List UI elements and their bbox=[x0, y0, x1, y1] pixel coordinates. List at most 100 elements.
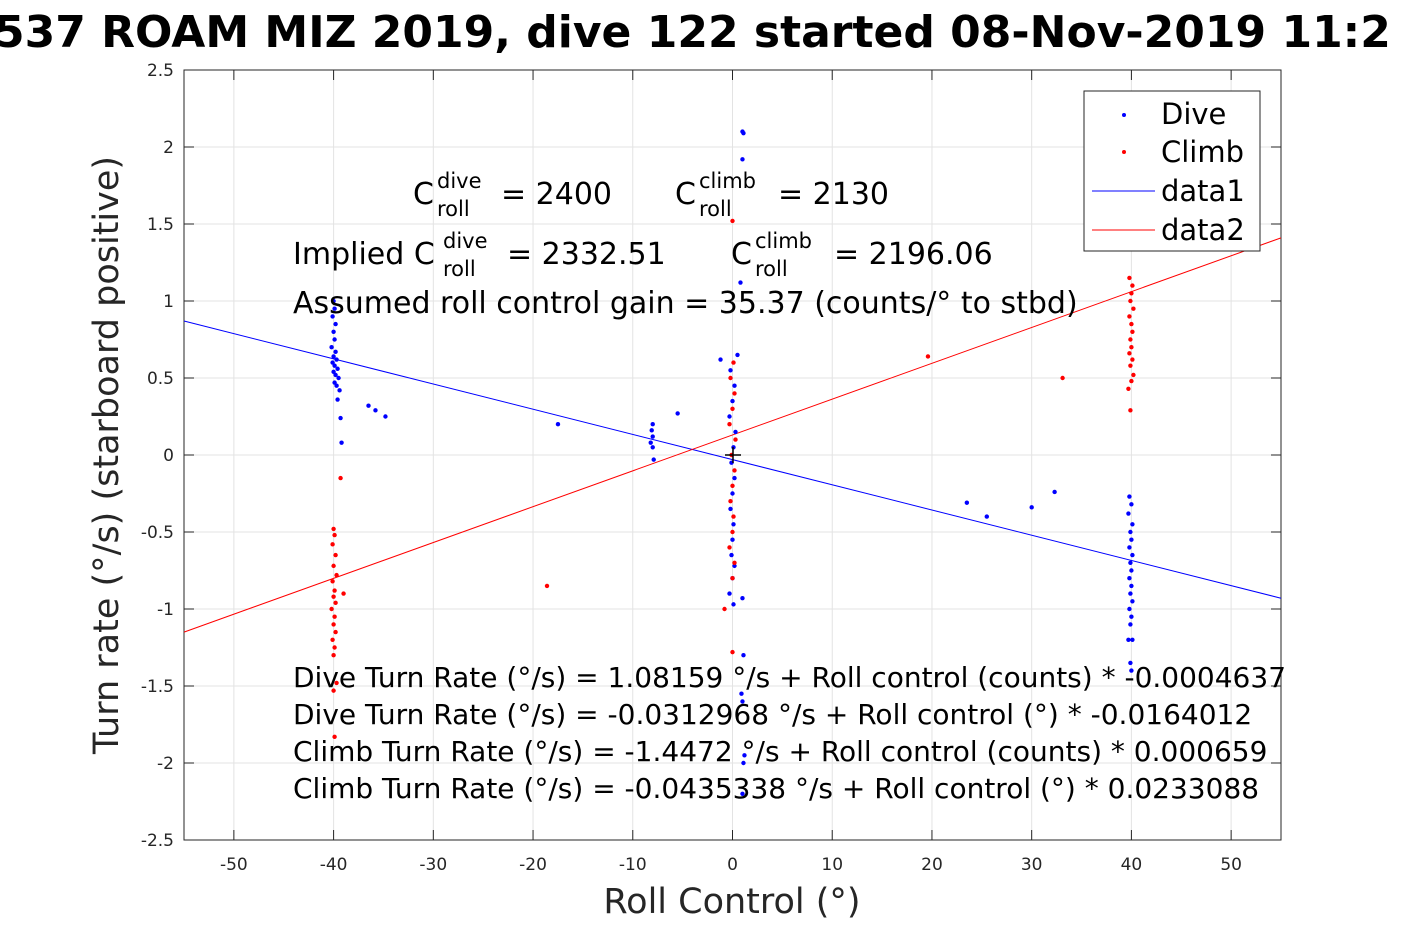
climb-point bbox=[1131, 306, 1136, 311]
climb-point bbox=[1128, 408, 1133, 413]
dive-point bbox=[650, 434, 655, 439]
dive-point bbox=[331, 354, 336, 359]
dive-point bbox=[964, 500, 970, 505]
dive-point bbox=[675, 411, 680, 416]
x-tick-label: -10 bbox=[619, 855, 647, 875]
climb-point bbox=[1128, 363, 1133, 368]
dive-point bbox=[740, 596, 745, 601]
dive-point bbox=[332, 337, 337, 342]
climb-point bbox=[1130, 357, 1135, 362]
climb-point bbox=[330, 637, 335, 642]
climb-point bbox=[727, 545, 732, 550]
climb-point bbox=[728, 499, 733, 504]
dive-point bbox=[729, 552, 734, 558]
climb-point bbox=[728, 375, 733, 381]
x-tick-label: -50 bbox=[220, 855, 248, 875]
dive-point bbox=[718, 357, 723, 362]
dive-point bbox=[1130, 599, 1135, 604]
x-tick-label: 40 bbox=[1121, 855, 1143, 875]
dive-point bbox=[1130, 522, 1135, 527]
dive-point bbox=[740, 157, 745, 162]
dive-point bbox=[332, 306, 337, 311]
dive-point bbox=[732, 475, 737, 481]
chart-title: 537 ROAM MIZ 2019, dive 122 started 08-N… bbox=[0, 7, 1391, 58]
c-roll-dive-annotation: C dive roll = 2400 bbox=[413, 169, 612, 221]
climb-point bbox=[925, 354, 931, 359]
climb-point bbox=[1131, 372, 1136, 378]
x-tick-label: 0 bbox=[727, 855, 738, 875]
x-tick-label: 50 bbox=[1220, 855, 1242, 875]
x-axis-label: Roll Control (°) bbox=[603, 882, 860, 922]
y-tick-label: -1.5 bbox=[141, 677, 174, 697]
dive-value: = 2400 bbox=[501, 177, 612, 212]
climb-value: = 2130 bbox=[778, 177, 889, 212]
climb-point bbox=[1127, 275, 1132, 281]
dive-point bbox=[337, 388, 342, 393]
x-tick-label: -40 bbox=[320, 855, 348, 875]
dive-superscript: dive bbox=[437, 169, 482, 193]
y-tick-label: -0.5 bbox=[141, 523, 174, 543]
climb-point bbox=[332, 588, 337, 593]
climb-point bbox=[731, 360, 736, 365]
climb-point bbox=[731, 514, 736, 519]
climb-equation-degrees: Climb Turn Rate (°/s) = -0.0435338 °/s +… bbox=[293, 772, 1259, 805]
dive-point bbox=[1128, 529, 1133, 535]
legend-label-climb: Climb bbox=[1161, 135, 1244, 169]
climb-point bbox=[1130, 283, 1135, 288]
climb-point bbox=[1127, 351, 1132, 356]
climb-point bbox=[732, 468, 737, 473]
dive-point bbox=[332, 363, 337, 368]
y-tick-label: -2 bbox=[157, 754, 174, 774]
dive-point bbox=[1127, 545, 1132, 550]
gain-annotation: Assumed roll control gain = 35.37 (count… bbox=[293, 286, 1078, 321]
climb-superscript: climb bbox=[755, 229, 812, 253]
climb-point bbox=[1129, 291, 1134, 296]
c-symbol: C bbox=[413, 177, 434, 212]
climb-point bbox=[730, 483, 735, 488]
climb-point bbox=[334, 572, 339, 578]
x-tick-label: 20 bbox=[921, 855, 943, 875]
climb-point bbox=[333, 552, 338, 558]
dive-point bbox=[649, 428, 654, 433]
climb-point bbox=[1127, 314, 1132, 319]
y-tick-label: 0 bbox=[163, 446, 174, 466]
climb-point bbox=[1128, 337, 1133, 342]
climb-point bbox=[332, 645, 337, 650]
y-tick-label: 1 bbox=[163, 292, 174, 312]
dive-point bbox=[1128, 660, 1133, 666]
climb-equation-counts: Climb Turn Rate (°/s) = -1.4472 °/s + Ro… bbox=[293, 735, 1267, 768]
climb-point bbox=[334, 680, 339, 686]
climb-point bbox=[338, 475, 343, 481]
dive-point bbox=[1129, 583, 1134, 589]
implied-dive-annotation: Implied C dive roll = 2332.51 bbox=[293, 229, 666, 281]
dive-point bbox=[648, 440, 653, 445]
fit-line-data2 bbox=[183, 237, 1282, 633]
dive-point bbox=[733, 429, 738, 435]
dive-point bbox=[742, 753, 747, 758]
climb-point bbox=[332, 614, 337, 619]
climb-point bbox=[730, 576, 735, 581]
roll-subscript: roll bbox=[755, 257, 788, 281]
climb-point bbox=[1129, 345, 1134, 350]
dive-point bbox=[727, 591, 732, 596]
climb-point bbox=[730, 218, 735, 224]
dive-point bbox=[1130, 637, 1135, 642]
legend-marker-dive bbox=[1122, 113, 1126, 117]
climb-point bbox=[331, 688, 336, 693]
dive-point bbox=[333, 349, 338, 355]
climb-point bbox=[332, 734, 337, 740]
implied-climb-value: = 2196.06 bbox=[834, 237, 993, 272]
dive-point bbox=[1127, 576, 1132, 581]
legend-marker-climb bbox=[1122, 150, 1126, 154]
dive-point bbox=[336, 375, 341, 381]
legend: Dive Climb data1 data2 bbox=[1083, 90, 1261, 252]
dive-point bbox=[335, 397, 340, 402]
dive-point bbox=[1052, 489, 1057, 495]
roll-subscript: roll bbox=[437, 197, 470, 221]
y-axis-label: Turn rate (°/s) (starboard positive) bbox=[87, 156, 127, 755]
climb-point bbox=[727, 422, 732, 427]
climb-point bbox=[332, 532, 337, 538]
dive-point bbox=[984, 514, 990, 519]
dive-point bbox=[730, 398, 735, 404]
